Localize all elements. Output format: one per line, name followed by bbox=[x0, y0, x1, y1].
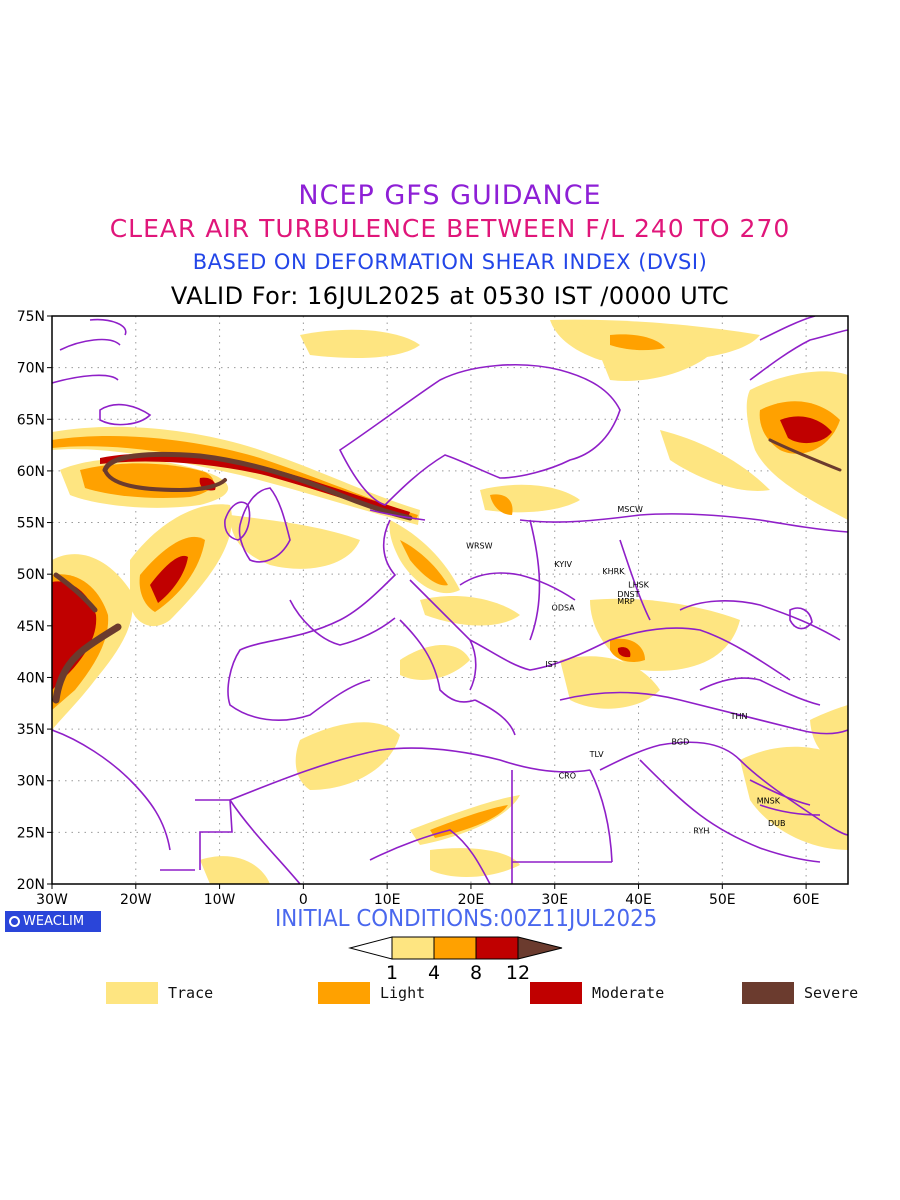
map-frame bbox=[51, 315, 849, 885]
latitude-axis: 75N 70N 65N 60N 55N 50N 45N 40N 35N 30N 25N 20N bbox=[17, 309, 52, 893]
lat-tick-label: 20N bbox=[17, 877, 45, 893]
intensity-colorbar: 1 4 8 12 bbox=[348, 936, 563, 981]
lat-tick-label: 30N bbox=[17, 774, 45, 790]
lon-tick-label: 10E bbox=[374, 892, 401, 908]
title-line-1: NCEP GFS GUIDANCE bbox=[298, 180, 602, 211]
lon-tick-label: 40E bbox=[625, 892, 652, 908]
lon-tick-label: 20W bbox=[120, 892, 152, 908]
turbulence-map: 75N 70N 65N 60N 55N 50N 45N 40N 35N 30N 25N 20N 30W… bbox=[17, 309, 849, 908]
station-label-bgd: BGD bbox=[672, 738, 690, 747]
station-label-mscw: MSCW bbox=[617, 505, 643, 514]
station-label-kyiv: KYIV bbox=[554, 560, 572, 569]
lat-tick-label: 35N bbox=[17, 722, 45, 738]
country-borders bbox=[52, 316, 848, 884]
colorbar-tick: 4 bbox=[428, 962, 440, 981]
initial-conditions: INITIAL CONDITIONS:00Z11JUL2025 bbox=[275, 906, 658, 932]
colorbar-tick: 8 bbox=[470, 962, 482, 981]
colorbar-tick: 1 bbox=[386, 962, 398, 981]
lat-tick-label: 70N bbox=[17, 361, 45, 377]
title-line-3: BASED ON DEFORMATION SHEAR INDEX (DVSI) bbox=[192, 250, 708, 274]
lon-tick-label: 30E bbox=[541, 892, 568, 908]
colorbar-moderate bbox=[475, 936, 519, 960]
lat-tick-label: 60N bbox=[17, 464, 45, 480]
lat-tick-label: 50N bbox=[17, 567, 45, 583]
lat-tick-label: 65N bbox=[17, 412, 45, 428]
weaclim-label: WEACLIM bbox=[23, 914, 85, 929]
station-label-thn: THN bbox=[730, 712, 748, 721]
colorbar-tick: 12 bbox=[506, 962, 530, 981]
weaclim-logo-icon bbox=[9, 916, 20, 927]
station-label-odsa: ODSA bbox=[552, 603, 576, 612]
colorbar-trace bbox=[391, 936, 435, 960]
lon-tick-label: 10W bbox=[204, 892, 236, 908]
colorbar-light bbox=[433, 936, 477, 960]
lat-tick-label: 40N bbox=[17, 670, 45, 686]
station-label-cro: CRO bbox=[559, 772, 576, 781]
colorbar-severe-arrow bbox=[517, 936, 563, 960]
station-label-tlv: TLV bbox=[589, 750, 604, 759]
legend-swatch-light bbox=[318, 982, 370, 1004]
lon-tick-label: 60E bbox=[793, 892, 820, 908]
station-label-dub: DUB bbox=[768, 819, 786, 828]
valid-time-line: VALID For: 16JUL2025 at 0530 IST /0000 U… bbox=[170, 282, 730, 310]
legend-swatch-moderate bbox=[530, 982, 582, 1004]
title-line-2: CLEAR AIR TURBULENCE BETWEEN F/L 240 TO … bbox=[109, 214, 791, 243]
station-label-ist: IST bbox=[545, 660, 557, 669]
station-label-khrk: KHRK bbox=[602, 567, 625, 576]
lon-tick-label: 0 bbox=[299, 892, 308, 908]
legend-label-light: Light bbox=[380, 984, 426, 1002]
legend-label-moderate: Moderate bbox=[592, 984, 665, 1002]
station-label-mrp: MRP bbox=[617, 597, 634, 606]
lon-tick-label: 50E bbox=[709, 892, 736, 908]
colorbar-low-arrow bbox=[348, 936, 393, 960]
lat-tick-label: 55N bbox=[17, 516, 45, 532]
lat-tick-label: 25N bbox=[17, 825, 45, 841]
lon-tick-label: 30W bbox=[36, 892, 68, 908]
legend-label-trace: Trace bbox=[168, 984, 214, 1002]
weaclim-badge: WEACLIM bbox=[5, 911, 101, 932]
lon-tick-label: 20E bbox=[458, 892, 485, 908]
station-label-wrsw: WRSW bbox=[466, 541, 493, 550]
lat-tick-label: 45N bbox=[17, 619, 45, 635]
station-label-dnst: DNST bbox=[617, 590, 639, 599]
legend-swatch-trace bbox=[106, 982, 158, 1004]
station-label-ryh: RYH bbox=[693, 826, 709, 835]
station-label-mnsk: MNSK bbox=[757, 796, 781, 805]
lat-tick-label: 75N bbox=[17, 309, 45, 325]
legend-swatch-severe bbox=[742, 982, 794, 1004]
station-label-lhsk: LHSK bbox=[628, 581, 650, 590]
longitude-axis: 30W 20W 10W 0 10E 20E 30E 40E 50E 60E bbox=[36, 884, 819, 908]
legend-label-severe: Severe bbox=[804, 984, 859, 1002]
turbulence-fields bbox=[52, 319, 848, 884]
severe-areas bbox=[52, 438, 842, 704]
